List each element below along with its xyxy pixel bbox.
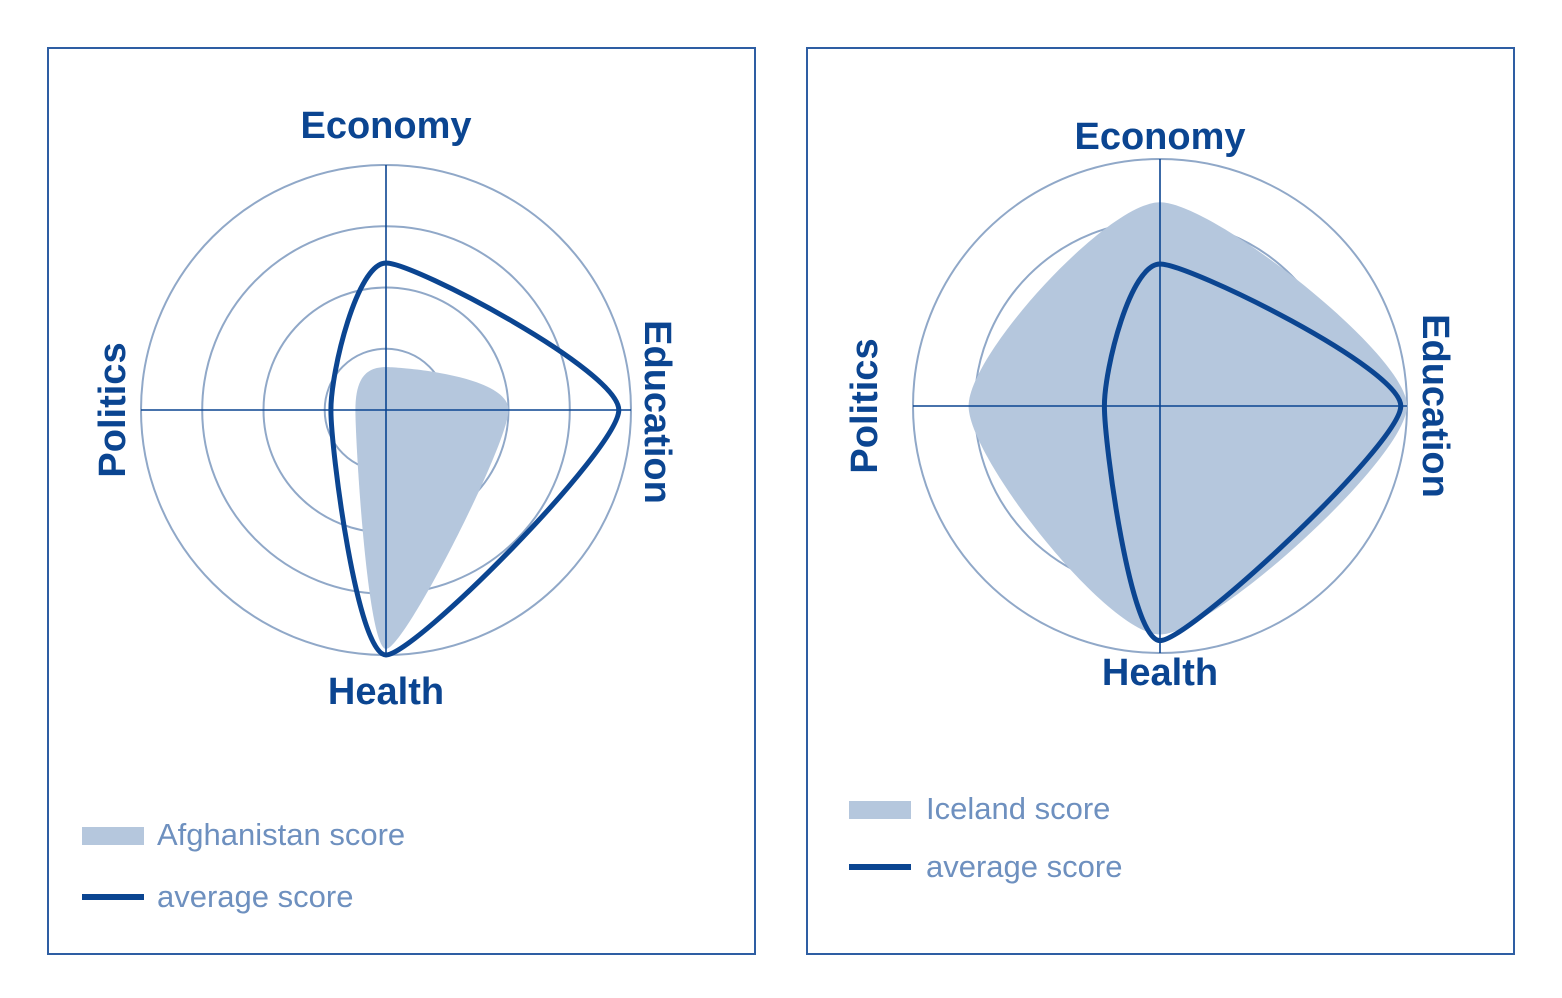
iceland-score-area <box>968 202 1407 635</box>
legend-label-iceland-score: Iceland score <box>926 791 1110 826</box>
radar-panel-afghanistan: Economy Education Health Politics Afghan… <box>47 47 756 955</box>
radar-chart-iceland: Economy Education Health Politics Icelan… <box>844 116 1456 884</box>
radar-panel-iceland: Economy Education Health Politics Icelan… <box>806 47 1515 955</box>
axis-label-economy: Economy <box>1074 116 1245 158</box>
legend-label-average-score: average score <box>157 879 353 914</box>
legend-swatch-average-score <box>82 894 144 900</box>
axis-label-politics: Politics <box>92 342 134 477</box>
average-score-line <box>1101 261 1404 644</box>
axis-label-health: Health <box>1102 652 1218 694</box>
average-score-line <box>328 260 622 658</box>
legend-swatch-average-score <box>849 864 911 870</box>
legend-swatch-iceland-score <box>849 801 911 819</box>
radar-axes <box>913 159 1407 653</box>
axis-label-health: Health <box>328 671 444 713</box>
legend-label-average-score: average score <box>926 849 1122 884</box>
axis-label-education: Education <box>636 320 678 504</box>
legend-label-afghanistan-score: Afghanistan score <box>157 817 405 852</box>
axis-label-economy: Economy <box>300 105 471 147</box>
axis-label-education: Education <box>1414 314 1456 498</box>
radar-axes <box>141 165 631 655</box>
legend-swatch-afghanistan-score <box>82 827 144 845</box>
radar-chart-afghanistan: Economy Education Health Politics Afghan… <box>82 105 678 914</box>
afghanistan-score-area <box>355 367 509 649</box>
axis-label-politics: Politics <box>844 338 886 473</box>
